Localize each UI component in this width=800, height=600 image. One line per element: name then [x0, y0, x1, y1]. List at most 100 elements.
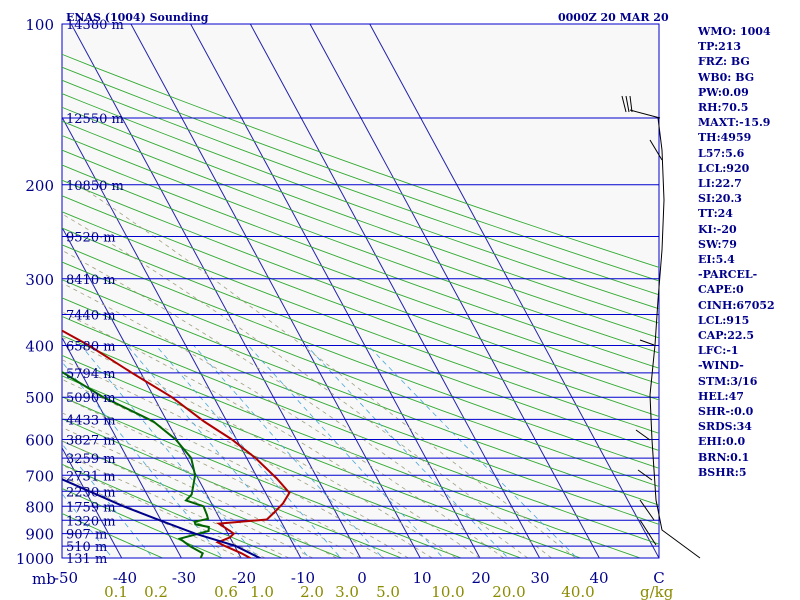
dry-adiabat-line — [62, 418, 403, 558]
isotherm-line — [130, 24, 421, 558]
height-tick-label: 1759 m — [66, 500, 116, 515]
isotherm-line — [70, 24, 362, 558]
wind-barb — [621, 95, 633, 113]
height-tick-label: 9520 m — [66, 230, 116, 245]
height-tick-label: 5794 m — [66, 367, 116, 382]
pressure-tick-label: 100 — [25, 16, 54, 34]
mixing-ratio-tick-label: 2.0 — [300, 583, 324, 600]
dry-adiabat-line — [62, 149, 659, 369]
dry-adiabat-line — [62, 487, 224, 558]
temperature-tick-label: -40 — [113, 569, 137, 587]
index-line: STM:3/16 — [698, 374, 758, 388]
index-line: L57:5.6 — [698, 146, 745, 160]
dry-adiabat-line — [62, 164, 659, 385]
temperature-tick-label: -50 — [54, 569, 78, 587]
index-line: TP:213 — [698, 40, 742, 54]
temperature-tick-label: 20 — [471, 569, 490, 587]
temperature-tick-label: 40 — [589, 569, 608, 587]
mixing-ratio-tick-label: 0.6 — [214, 583, 238, 600]
mixing-ratio-line — [248, 345, 444, 558]
dry-adiabat-line — [62, 244, 659, 469]
mixing-ratio-line — [306, 345, 509, 558]
pressure-tick-label: 900 — [25, 526, 54, 544]
dry-adiabat-line — [62, 120, 659, 339]
dry-adiabat-line — [62, 79, 659, 296]
dry-adiabat-line — [62, 440, 343, 558]
mixing-ratio-tick-label: 20.0 — [492, 583, 525, 600]
isobar-lines — [62, 23, 659, 559]
wind-barb — [639, 339, 655, 346]
index-line: LI:22.7 — [698, 177, 742, 191]
height-tick-label: 8410 m — [66, 273, 116, 288]
wind-barbs — [621, 95, 701, 559]
mixing-ratio-tick-label: 0.1 — [104, 583, 128, 600]
parcel-line — [62, 478, 263, 558]
wind-barb — [639, 499, 655, 521]
pressure-labels: 100 200 300 400 500 600 700 800 900 1000 — [16, 16, 54, 568]
height-tick-label: 1320 m — [66, 514, 116, 529]
temperature-tick-label: 0 — [357, 569, 367, 587]
dry-adiabat-line — [62, 135, 659, 354]
moist-adiabat-line — [77, 184, 576, 558]
height-tick-label: 2731 m — [66, 469, 116, 484]
mixing-unit-label: g/kg — [640, 583, 674, 600]
mixing-ratio-tick-label: 3.0 — [335, 583, 359, 600]
height-tick-label: 3259 m — [66, 452, 116, 467]
dry-adiabat-line — [62, 297, 659, 525]
index-line: WB0: BG — [698, 70, 755, 84]
temperature-line — [62, 329, 291, 558]
index-line: LFC:-1 — [698, 344, 739, 358]
dry-adiabat-line — [62, 227, 659, 452]
index-line: FRZ: BG — [698, 55, 750, 69]
mixing-ratio-line — [80, 345, 259, 558]
isotherm-line — [249, 24, 541, 558]
index-line: SRDS:34 — [698, 420, 752, 434]
index-line: SI:20.3 — [698, 192, 742, 206]
dewpoint-line — [62, 370, 210, 558]
pressure-unit-label: mb — [32, 570, 56, 588]
height-tick-label: 14380 m — [66, 18, 124, 33]
dry-adiabat-line — [62, 512, 164, 558]
temperature-tick-label: -20 — [232, 569, 256, 587]
dry-adiabat-line — [62, 66, 659, 282]
index-line: -PARCEL- — [698, 268, 758, 282]
index-line: PW:0.09 — [698, 85, 749, 99]
mixing-ratio-tick-label: 5.0 — [376, 583, 400, 600]
mixing-ratio-tick-label: 40.0 — [561, 583, 594, 600]
isotherm-line — [369, 24, 659, 558]
pressure-tick-label: 700 — [25, 467, 54, 485]
sounding-traces — [62, 329, 291, 558]
dry-adiabat-line — [62, 211, 659, 434]
pressure-tick-label: 400 — [25, 338, 54, 356]
isotherm-line — [309, 24, 600, 558]
mixing-ratio-line — [193, 345, 384, 558]
mixing-ratio-line — [367, 345, 578, 558]
pressure-tick-label: 600 — [25, 432, 54, 450]
mixing-ratio-line — [62, 361, 224, 558]
dry-adiabat-line — [62, 375, 523, 558]
mixing-ratio-tick-label: 1.0 — [250, 583, 274, 600]
dry-adiabat-line — [62, 354, 582, 558]
temperature-tick-label: -30 — [172, 569, 196, 587]
wind-barb — [639, 519, 657, 546]
dry-adiabat-line — [62, 106, 659, 324]
index-line: CAP:22.5 — [698, 329, 755, 343]
moist-adiabat-line — [62, 476, 242, 558]
isotherm-line — [62, 556, 63, 558]
mixing-ratio-tick-label: 10.0 — [431, 583, 464, 600]
dry-adiabat-line — [62, 279, 659, 506]
dry-adiabat-line — [62, 53, 659, 268]
wind-barb — [635, 429, 651, 441]
chart-time: 0000Z 20 MAR 20 — [558, 11, 669, 24]
index-line: SHR-:0.0 — [698, 405, 754, 419]
height-tick-label: 7440 m — [66, 309, 116, 324]
isotherm-line — [0, 12, 8, 569]
wind-staff — [649, 117, 701, 559]
wind-barb — [649, 139, 663, 161]
index-line: SW:79 — [698, 237, 737, 251]
index-line: WMO: 1004 — [698, 25, 771, 38]
dry-adiabat-line — [62, 261, 659, 487]
isotherm-line — [62, 446, 123, 558]
dry-adiabat-line — [62, 315, 659, 545]
